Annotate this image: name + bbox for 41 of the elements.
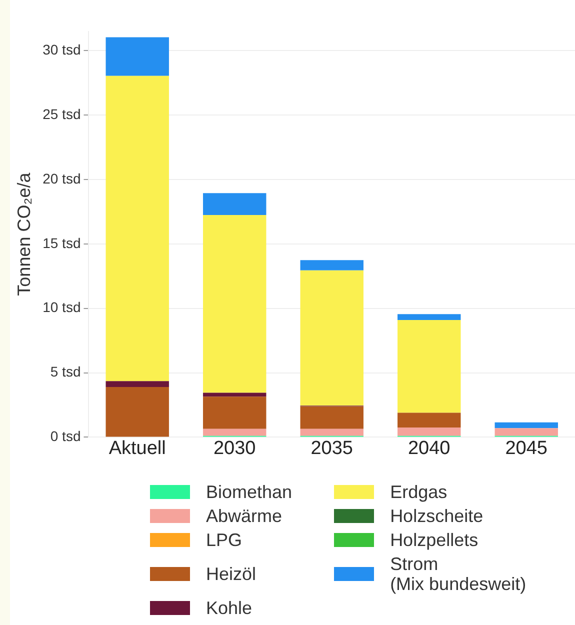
bar <box>398 428 461 436</box>
bar <box>494 428 558 436</box>
bar <box>300 260 364 270</box>
bar <box>300 270 364 406</box>
legend-label: LPG <box>206 530 242 550</box>
bar <box>398 314 461 320</box>
x-tick-label: 2030 <box>213 438 256 459</box>
y-axis-title: Tonnen CO₂e/a <box>14 172 34 296</box>
bar <box>398 320 461 413</box>
bar <box>494 422 558 428</box>
y-tick-label: 10 tsd <box>42 299 81 316</box>
y-tick-label: 15 tsd <box>42 234 81 251</box>
bar <box>106 381 169 387</box>
y-tick-label: 25 tsd <box>42 106 81 122</box>
bar <box>106 386 169 437</box>
bar <box>203 193 266 215</box>
bar <box>203 396 266 429</box>
bar <box>203 214 266 393</box>
x-tick-label: 2045 <box>505 438 548 459</box>
legend-label: Holzscheite <box>390 506 484 526</box>
legend-label: Holzpellets <box>390 530 478 550</box>
x-tick-label: 2040 <box>408 438 450 459</box>
bar <box>300 428 364 436</box>
bar <box>398 412 461 428</box>
bar <box>203 392 266 397</box>
legend-label: Strom (Mix bundesweit) <box>390 554 526 594</box>
legend-label: Kohle <box>206 598 252 618</box>
legend-label: Abwärme <box>206 506 282 526</box>
bar <box>203 428 266 436</box>
bar <box>106 37 169 76</box>
x-tick-label: 2035 <box>310 438 354 459</box>
legend-label: Heizöl <box>206 564 256 584</box>
y-tick-label: 0 tsd <box>50 428 81 444</box>
y-tick-label: 20 tsd <box>42 170 81 186</box>
legend-label: Erdgas <box>390 482 448 502</box>
bar <box>106 76 169 382</box>
y-tick-label: 30 tsd <box>42 42 81 58</box>
bar <box>300 406 364 429</box>
legend-label: Biomethan <box>206 482 292 502</box>
y-tick-label: 5 tsd <box>50 364 81 380</box>
x-tick-label: Aktuell <box>108 438 166 459</box>
